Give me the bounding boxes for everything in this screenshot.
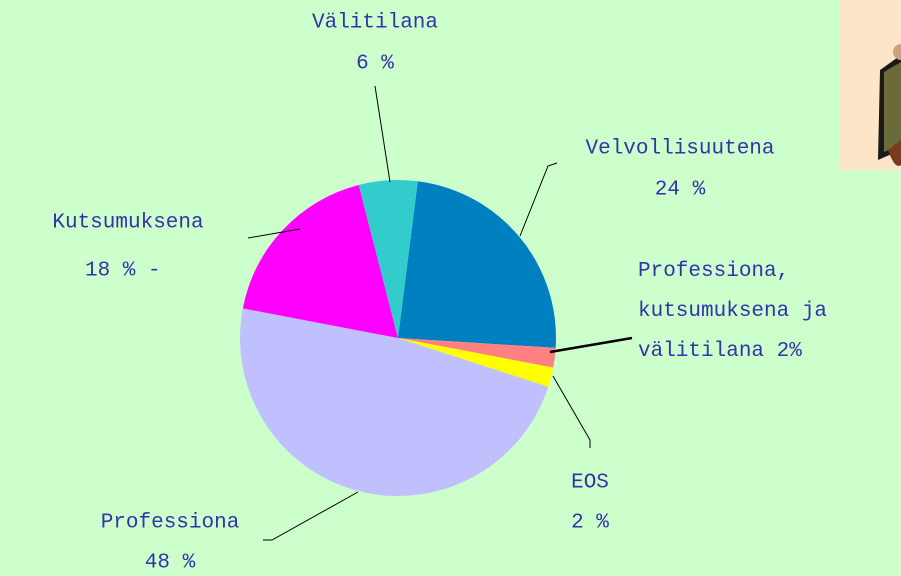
slice (242, 184, 398, 338)
category-label: Professiona (101, 512, 240, 535)
value-label: 6 % (356, 53, 394, 76)
value-label: 2% (776, 340, 802, 363)
leader-lines (247, 85, 633, 541)
clip-art (840, 0, 901, 170)
slice (239, 308, 549, 496)
value-label: 18 % - (85, 260, 161, 283)
value-label: 2 % (571, 512, 609, 535)
category-label: Kutsumuksena (52, 212, 203, 235)
slice (398, 181, 557, 348)
category-label: Professiona, kutsumuksena ja välitilana (638, 260, 828, 363)
pie (239, 180, 557, 496)
category-label: EOS (571, 472, 609, 495)
value-label: 48 % (145, 552, 196, 575)
slice-label: Professiona, kutsumuksena ja välitilana … (638, 252, 853, 372)
slice (358, 180, 418, 338)
category-label: Välitilana (312, 12, 438, 35)
value-label: 24 % (655, 179, 706, 202)
slice (398, 338, 556, 368)
slice (398, 338, 554, 387)
category-label: Velvollisuutena (585, 138, 774, 161)
